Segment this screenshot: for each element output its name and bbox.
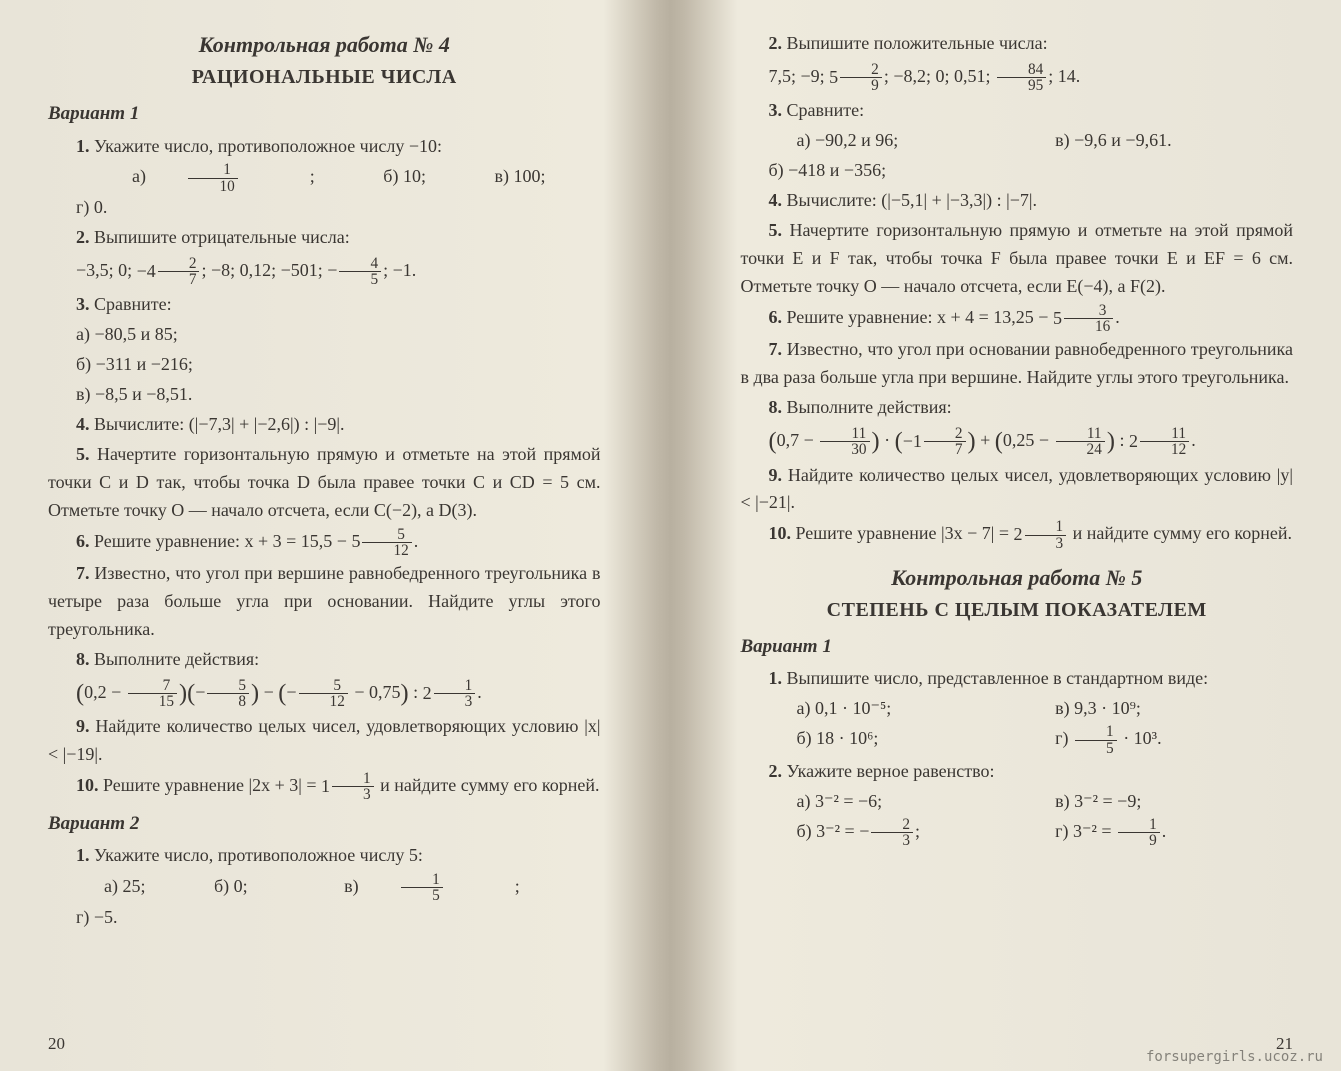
- k5-task-1: 1. Выпишите число, представленное в стан…: [741, 665, 1294, 693]
- task-3b: б) −311 и −216;: [48, 351, 601, 379]
- task-8-formula: (0,2 − 715)(−58) − (−512 − 0,75) : 213.: [48, 678, 601, 710]
- v2-task-1: 1. Укажите число, противоположное числу …: [48, 842, 601, 870]
- work-subtitle: РАЦИОНАЛЬНЫЕ ЧИСЛА: [48, 62, 601, 93]
- k5-variant-label: Вариант 1: [741, 632, 1294, 661]
- r-task-2-list: 7,5; −9; 529; −8,2; 0; 0,51; 8495; 14.: [741, 62, 1294, 94]
- k5-task-2-row1: а) 3⁻² = −6; в) 3⁻² = −9;: [741, 788, 1294, 816]
- watermark: forsupergirls.ucoz.ru: [1146, 1049, 1323, 1065]
- r-task-5: 5. Начертите горизонтальную прямую и отм…: [741, 217, 1294, 301]
- work-5-subtitle: СТЕПЕНЬ С ЦЕЛЫМ ПОКАЗАТЕЛЕМ: [741, 595, 1294, 626]
- title-block-5: Контрольная работа № 5 СТЕПЕНЬ С ЦЕЛЫМ П…: [741, 561, 1294, 626]
- task-1: 1. Укажите число, противоположное числу …: [48, 133, 601, 161]
- r-task-9: 9. Найдите количество целых чисел, удовл…: [741, 462, 1294, 518]
- r-task-8: 8. Выполните действия:: [741, 394, 1294, 422]
- v2-task-1-options: а) 25; б) 0; в) 15; г) −5.: [48, 872, 601, 931]
- page-number: 20: [48, 1031, 65, 1057]
- r-task-8-formula: (0,7 − 1130) · (−127) + (0,25 − 1124) : …: [741, 426, 1294, 458]
- task-8: 8. Выполните действия:: [48, 646, 601, 674]
- work-5-title: Контрольная работа № 5: [741, 561, 1294, 595]
- task-2-list: −3,5; 0; −427; −8; 0,12; −501; −45; −1.: [48, 256, 601, 288]
- variant-label: Вариант 1: [48, 99, 601, 128]
- task-10: 10. Решите уравнение |2x + 3| = 113 и на…: [48, 771, 601, 803]
- left-page: Контрольная работа № 4 РАЦИОНАЛЬНЫЕ ЧИСЛ…: [0, 0, 671, 1071]
- r-task-4: 4. Вычислите: (|−5,1| + |−3,3|) : |−7|.: [741, 187, 1294, 215]
- task-3a: а) −80,5 и 85;: [48, 321, 601, 349]
- task-1-options: а) 110; б) 10; в) 100; г) 0.: [48, 162, 601, 221]
- k5-task-2-row2: б) 3⁻² = −23; г) 3⁻² = 19.: [741, 817, 1294, 849]
- variant-2-label: Вариант 2: [48, 809, 601, 838]
- r-task-10: 10. Решите уравнение |3x − 7| = 213 и на…: [741, 519, 1294, 551]
- r-task-6: 6. Решите уравнение: x + 4 = 13,25 − 531…: [741, 303, 1294, 335]
- task-5: 5. Начертите горизонтальную прямую и отм…: [48, 441, 601, 525]
- task-3c: в) −8,5 и −8,51.: [48, 381, 601, 409]
- r-task-3: 3. Сравните:: [741, 97, 1294, 125]
- k5-task-1-row2: б) 18 · 10⁶; г) 15 · 10³.: [741, 724, 1294, 756]
- r-task-3b: б) −418 и −356;: [741, 157, 1294, 185]
- r-task-2: 2. Выпишите положительные числа:: [741, 30, 1294, 58]
- task-3: 3. Сравните:: [48, 291, 601, 319]
- task-6: 6. Решите уравнение: x + 3 = 15,5 − 5512…: [48, 527, 601, 559]
- work-title: Контрольная работа № 4: [48, 28, 601, 62]
- r-task-7: 7. Известно, что угол при основании равн…: [741, 336, 1294, 392]
- book-spread: Контрольная работа № 4 РАЦИОНАЛЬНЫЕ ЧИСЛ…: [0, 0, 1341, 1071]
- task-2: 2. Выпишите отрицательные числа:: [48, 224, 601, 252]
- task-9: 9. Найдите количество целых чисел, удовл…: [48, 713, 601, 769]
- r-task-3-row1: а) −90,2 и 96; в) −9,6 и −9,61.: [741, 127, 1294, 155]
- task-4: 4. Вычислите: (|−7,3| + |−2,6|) : |−9|.: [48, 411, 601, 439]
- right-page: 2. Выпишите положительные числа: 7,5; −9…: [671, 0, 1341, 1071]
- task-7: 7. Известно, что угол при вершине равноб…: [48, 560, 601, 644]
- title-block: Контрольная работа № 4 РАЦИОНАЛЬНЫЕ ЧИСЛ…: [48, 28, 601, 93]
- k5-task-1-row1: а) 0,1 · 10⁻⁵; в) 9,3 · 10⁹;: [741, 695, 1294, 723]
- k5-task-2: 2. Укажите верное равенство:: [741, 758, 1294, 786]
